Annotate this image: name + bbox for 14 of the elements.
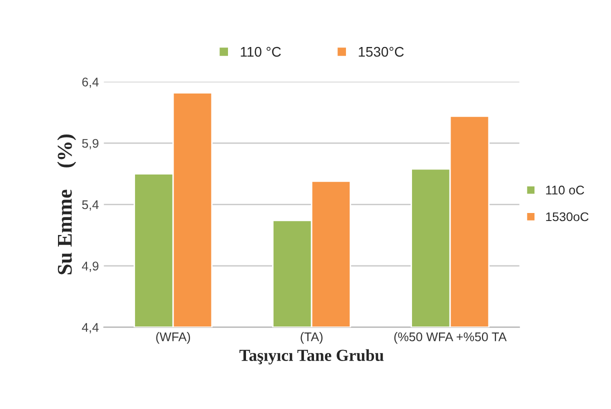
- y-axis-title: Su Emme (%): [57, 134, 76, 274]
- y-tick-label: 5,4: [82, 200, 99, 211]
- x-axis-title: Taşıyıcı Tane Grubu: [239, 349, 384, 364]
- x-tick-label: (TA): [300, 332, 323, 344]
- x-tick-label: (%50 WFA +%50 TA: [394, 332, 507, 344]
- y-tick-label: 4,4: [82, 323, 99, 334]
- y-tick-label: 5,9: [82, 138, 98, 150]
- x-tick-label: (WFA): [156, 332, 190, 344]
- y-tick-label: 6,4: [82, 78, 99, 88]
- text: 110 oC: [546, 186, 584, 195]
- y-tick-label: 4,9: [82, 262, 98, 272]
- legend-label: 110 °C: [240, 46, 281, 57]
- legend-label: 1530°C: [358, 46, 404, 57]
- text: 1530oC: [546, 212, 589, 222]
